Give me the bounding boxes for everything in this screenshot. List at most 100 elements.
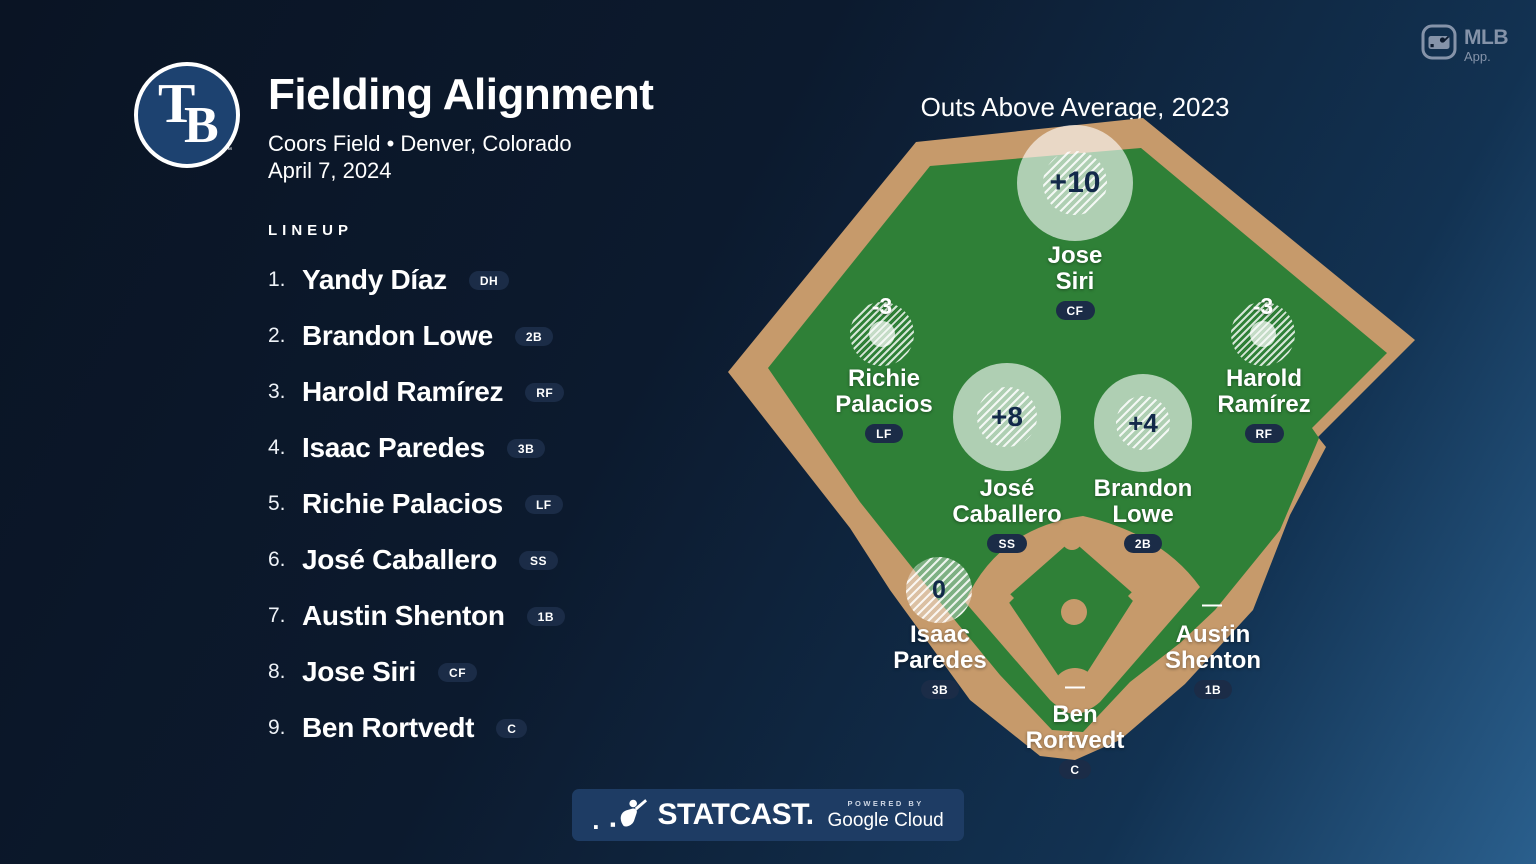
second-base bbox=[1062, 530, 1082, 550]
player-name: Brandon Lowe bbox=[302, 320, 493, 351]
position-badge: 2B bbox=[514, 326, 554, 346]
lineup-row: 5. Richie Palacios LF bbox=[268, 476, 698, 532]
marker-core bbox=[868, 320, 896, 348]
position-badge-2b: 2B bbox=[1123, 534, 1163, 553]
statcast-batter-icon bbox=[609, 796, 648, 835]
player-name: José Caballero bbox=[302, 544, 497, 575]
hatch-pattern bbox=[906, 557, 972, 623]
player-name: Richie Palacios bbox=[302, 488, 503, 519]
mlb-app-text: MLB bbox=[1464, 25, 1509, 49]
batting-order: 3. bbox=[268, 380, 286, 403]
fielder-label-lf: Richie Palacios LF bbox=[774, 366, 994, 444]
fielder-name-line1: Ben bbox=[1052, 701, 1098, 728]
fielder-name-line1: Harold bbox=[1225, 365, 1302, 392]
fielder-name-line1: Brandon bbox=[1093, 475, 1193, 502]
position-badge-cf: CF bbox=[1055, 301, 1095, 320]
pitchers-mound bbox=[1061, 599, 1087, 625]
fielder-name-line1: Jose bbox=[1047, 242, 1103, 269]
position-badge-ss: SS bbox=[987, 534, 1027, 553]
oaa-marker-cf: +10 bbox=[1017, 125, 1133, 241]
fielder-name-line2: Shenton bbox=[1165, 647, 1261, 674]
mlb-app-logo: MLB App. bbox=[1421, 24, 1509, 65]
fielder-name-line2: Ramírez bbox=[1217, 391, 1311, 418]
fielder-name-line2: Rortvedt bbox=[1025, 727, 1125, 754]
fielder-label-3b: Isaac Paredes 3B bbox=[830, 622, 1050, 700]
batting-order: 6. bbox=[268, 548, 286, 571]
oaa-marker-rf: -3 bbox=[1231, 293, 1295, 366]
trademark-mark: ™ bbox=[225, 147, 232, 154]
oaa-value-2b: +4 bbox=[1128, 407, 1158, 438]
statcast-wordmark: STATCAST. bbox=[657, 798, 814, 831]
batting-order: 7. bbox=[268, 604, 286, 627]
hatch-pattern bbox=[1115, 395, 1171, 451]
position-badge: C bbox=[496, 718, 528, 738]
position-badge: LF bbox=[524, 494, 563, 514]
oaa-value-c: — bbox=[1065, 676, 1085, 698]
position-badge: DH bbox=[468, 270, 510, 290]
fielder-name-line2: Siri bbox=[1055, 268, 1095, 295]
venue-text: Coors Field • Denver, Colorado bbox=[268, 131, 572, 156]
oaa-marker-lf: -3 bbox=[850, 293, 914, 366]
outfield-grass bbox=[768, 148, 1387, 732]
oaa-value-ss: +8 bbox=[991, 401, 1023, 432]
lineup-row: 8. Jose Siri CF bbox=[268, 644, 698, 700]
oaa-marker-3b: 0 bbox=[906, 557, 972, 623]
fielder-name-line2: Palacios bbox=[835, 391, 933, 418]
fielder-label-cf: Jose Siri CF bbox=[965, 243, 1185, 321]
player-name: Ben Rortvedt bbox=[302, 712, 475, 743]
fielder-name-line1: Richie bbox=[847, 365, 921, 392]
fielder-label-c: Ben Rortvedt C bbox=[965, 702, 1185, 780]
batting-order: 4. bbox=[268, 436, 286, 459]
lineup-row: 7. Austin Shenton 1B bbox=[268, 588, 698, 644]
fielder-label-1b: Austin Shenton 1B bbox=[1103, 622, 1323, 700]
lineup-row: 1. Yandy Díaz DH bbox=[268, 252, 698, 308]
lineup-row: 2. Brandon Lowe 2B bbox=[268, 308, 698, 364]
fielder-label-2b: Brandon Lowe 2B bbox=[1033, 476, 1253, 554]
lineup-row: 3. Harold Ramírez RF bbox=[268, 364, 698, 420]
page-title: Fielding Alignment bbox=[268, 70, 654, 119]
position-badge-rf: RF bbox=[1244, 424, 1284, 443]
position-badge: RF bbox=[525, 382, 565, 402]
marker-core bbox=[1249, 320, 1277, 348]
fielder-name-line1: Isaac bbox=[909, 621, 971, 648]
position-badge: SS bbox=[519, 550, 559, 570]
first-base bbox=[1128, 588, 1144, 604]
powered-by-text: POWERED BY bbox=[847, 799, 924, 809]
fielder-label-rf: Harold Ramírez RF bbox=[1154, 366, 1374, 444]
position-badge-c: C bbox=[1059, 760, 1091, 779]
player-name: Yandy Díaz bbox=[302, 264, 447, 295]
position-badge-lf: LF bbox=[865, 424, 903, 443]
google-cloud-lockup: POWERED BY Google Cloud bbox=[828, 800, 944, 830]
batting-order: 8. bbox=[268, 660, 286, 683]
batting-order: 9. bbox=[268, 716, 286, 739]
position-badge: 1B bbox=[526, 606, 566, 626]
player-name: Isaac Paredes bbox=[302, 432, 485, 463]
lineup-row: 4. Isaac Paredes 3B bbox=[268, 420, 698, 476]
player-name: Austin Shenton bbox=[302, 600, 505, 631]
position-badge-1b: 1B bbox=[1193, 680, 1233, 699]
hatch-pattern bbox=[1042, 150, 1108, 216]
lineup-row: 9. Ben Rortvedt C bbox=[268, 700, 698, 756]
player-name: Jose Siri bbox=[302, 656, 417, 687]
home-plate-circle bbox=[1052, 668, 1098, 714]
oaa-marker-2b: +4 bbox=[1094, 374, 1192, 472]
mlb-app-subtext: App. bbox=[1464, 48, 1491, 64]
oaa-value-cf: +10 bbox=[1049, 166, 1101, 199]
batting-order: 2. bbox=[268, 324, 286, 347]
statcast-banner: . STATCAST. POWERED BY Google Cloud bbox=[572, 789, 964, 841]
mlb-app-icon bbox=[1421, 24, 1457, 65]
lineup-row: 6. José Caballero SS bbox=[268, 532, 698, 588]
team-logo-letter-t: T bbox=[158, 73, 196, 135]
oaa-value-3b: 0 bbox=[932, 575, 946, 604]
fielder-name-line1: Austin bbox=[1175, 621, 1251, 648]
date-text: April 7, 2024 bbox=[268, 158, 392, 183]
ballpark-diagram bbox=[728, 118, 1415, 760]
oaa-value-1b: — bbox=[1202, 594, 1222, 616]
team-logo: T B ™ bbox=[134, 62, 240, 168]
fielder-name-line2: Caballero bbox=[952, 501, 1062, 528]
oaa-value-lf: -3 bbox=[871, 293, 893, 319]
position-badge-3b: 3B bbox=[920, 680, 960, 699]
google-cloud-text: Google Cloud bbox=[827, 809, 944, 831]
third-base bbox=[998, 590, 1014, 606]
